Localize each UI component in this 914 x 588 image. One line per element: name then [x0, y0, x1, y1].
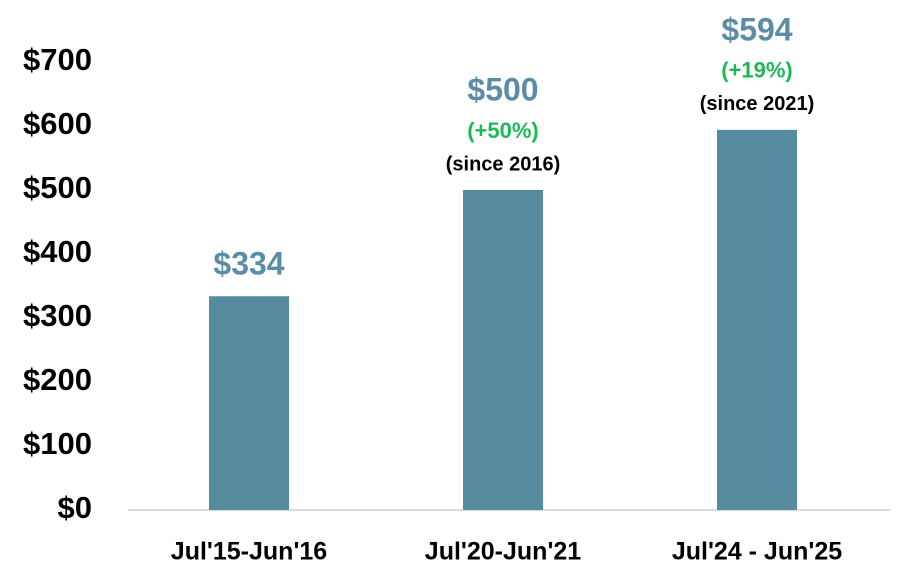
- y-tick-label: $500: [23, 170, 92, 205]
- value-label: $334: [213, 246, 284, 282]
- growth-label: (+19%): [721, 58, 793, 83]
- y-tick-label: $400: [23, 234, 92, 269]
- y-tick-label: $300: [23, 298, 92, 333]
- value-label: $500: [467, 71, 538, 107]
- bar: [717, 129, 797, 510]
- value-label: $594: [721, 11, 792, 47]
- since-label: (since 2021): [700, 93, 815, 115]
- x-tick-label: Jul'24 - Jun'25: [672, 538, 842, 566]
- x-tick-label: Jul'20-Jun'21: [425, 538, 581, 566]
- since-label: (since 2016): [446, 153, 561, 175]
- y-tick-label: $100: [23, 426, 92, 461]
- growth-label: (+50%): [467, 118, 539, 143]
- bar: [463, 190, 543, 510]
- y-tick-label: $0: [58, 490, 92, 525]
- y-tick-label: $200: [23, 362, 92, 397]
- x-tick-label: Jul'15-Jun'16: [171, 538, 327, 566]
- y-tick-label: $700: [23, 42, 92, 77]
- bar: [209, 296, 289, 510]
- y-tick-label: $600: [23, 106, 92, 141]
